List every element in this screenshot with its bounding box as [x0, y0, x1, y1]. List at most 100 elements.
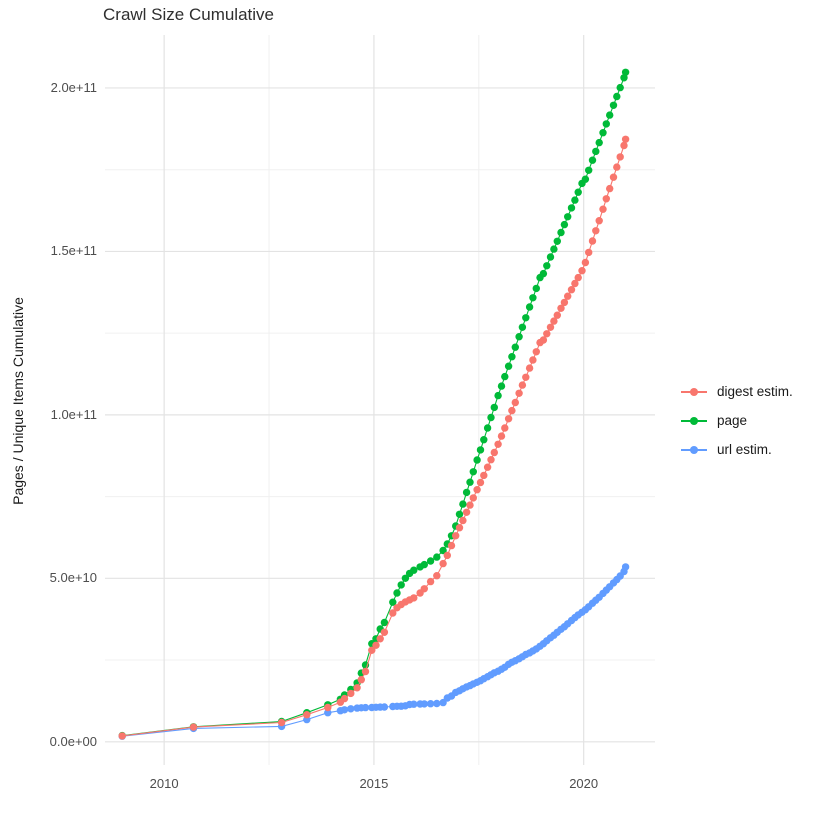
- data-point: [324, 703, 332, 712]
- legend-dot-digest: [690, 387, 698, 396]
- data-point: [426, 577, 435, 586]
- data-point: [483, 424, 492, 432]
- data-point: [480, 471, 488, 480]
- data-point: [483, 463, 492, 471]
- data-point: [606, 184, 614, 193]
- data-point: [389, 598, 397, 606]
- data-point: [347, 705, 355, 713]
- data-point: [490, 403, 498, 412]
- data-point: [473, 486, 481, 494]
- data-point: [616, 153, 624, 161]
- data-point: [466, 478, 474, 486]
- data-point: [571, 196, 579, 204]
- legend-key-page-icon: [681, 414, 707, 428]
- data-point: [433, 553, 441, 561]
- data-point: [455, 524, 464, 532]
- data-point: [455, 510, 464, 518]
- data-point: [585, 166, 593, 174]
- data-point: [574, 273, 582, 282]
- y-tick-label: 5.0e+10: [49, 570, 97, 586]
- data-point: [567, 286, 576, 294]
- data-point: [462, 488, 471, 497]
- x-tick-label: 2015: [359, 776, 389, 791]
- y-tick-label: 2.0e+11: [50, 79, 97, 95]
- legend-label-url: url estim.: [717, 442, 772, 457]
- data-point: [487, 413, 495, 422]
- data-point: [588, 156, 597, 164]
- data-point: [595, 138, 603, 147]
- data-point: [501, 424, 509, 432]
- data-point: [515, 333, 523, 341]
- x-tick-label: 2020: [569, 776, 599, 791]
- data-point: [401, 574, 410, 582]
- data-point: [529, 356, 537, 364]
- data-point: [357, 676, 365, 684]
- data-point: [508, 406, 516, 415]
- data-point: [340, 694, 349, 703]
- data-point: [494, 391, 502, 400]
- data-point: [504, 362, 513, 370]
- data-point: [443, 551, 451, 560]
- data-point: [380, 703, 389, 711]
- data-point: [592, 227, 600, 235]
- data-point: [393, 589, 401, 597]
- data-point: [504, 415, 513, 423]
- data-point: [620, 141, 628, 150]
- data-point: [616, 83, 624, 92]
- y-tick-label: 1.5e+11: [50, 243, 97, 259]
- data-point: [361, 703, 370, 712]
- data-point: [560, 298, 569, 307]
- legend-key-digest-icon: [681, 385, 707, 399]
- data-point: [459, 500, 467, 508]
- data-point: [522, 373, 530, 381]
- data-point: [606, 111, 614, 119]
- data-point: [447, 541, 456, 550]
- data-point: [585, 248, 593, 257]
- data-point: [433, 572, 441, 580]
- data-point: [602, 195, 610, 203]
- data-point: [525, 303, 534, 311]
- data-point: [368, 646, 376, 654]
- data-point: [567, 204, 576, 212]
- data-point: [571, 279, 579, 288]
- data-point: [557, 304, 565, 312]
- legend: digest estim. page url estim.: [681, 377, 793, 464]
- legend-label-digest: digest estim.: [717, 384, 793, 399]
- data-point: [564, 213, 572, 221]
- data-point: [466, 501, 474, 509]
- data-point: [462, 508, 471, 516]
- data-point: [277, 718, 286, 727]
- data-point: [613, 92, 621, 101]
- data-point: [439, 559, 447, 568]
- data-point: [550, 245, 558, 253]
- data-point: [595, 217, 603, 225]
- data-point: [518, 381, 527, 389]
- data-point: [501, 372, 509, 381]
- data-point: [557, 228, 565, 237]
- data-point: [581, 258, 590, 267]
- data-point: [564, 292, 572, 300]
- data-point: [476, 446, 485, 454]
- data-point: [560, 220, 569, 229]
- data-point: [543, 262, 551, 270]
- data-point: [511, 343, 519, 351]
- data-point: [372, 641, 380, 649]
- data-point: [410, 594, 418, 602]
- data-point: [515, 389, 523, 397]
- legend-item-digest: digest estim.: [681, 377, 793, 406]
- data-point: [532, 348, 540, 356]
- data-point: [543, 330, 551, 338]
- data-point: [490, 448, 498, 457]
- data-point: [613, 163, 621, 171]
- data-point: [420, 700, 428, 708]
- legend-label-page: page: [717, 413, 748, 428]
- data-point: [426, 557, 435, 565]
- data-point: [353, 684, 361, 692]
- data-point: [494, 440, 502, 448]
- data-point: [621, 68, 630, 77]
- data-point: [439, 546, 447, 555]
- data-point: [609, 101, 618, 110]
- data-point: [324, 709, 332, 717]
